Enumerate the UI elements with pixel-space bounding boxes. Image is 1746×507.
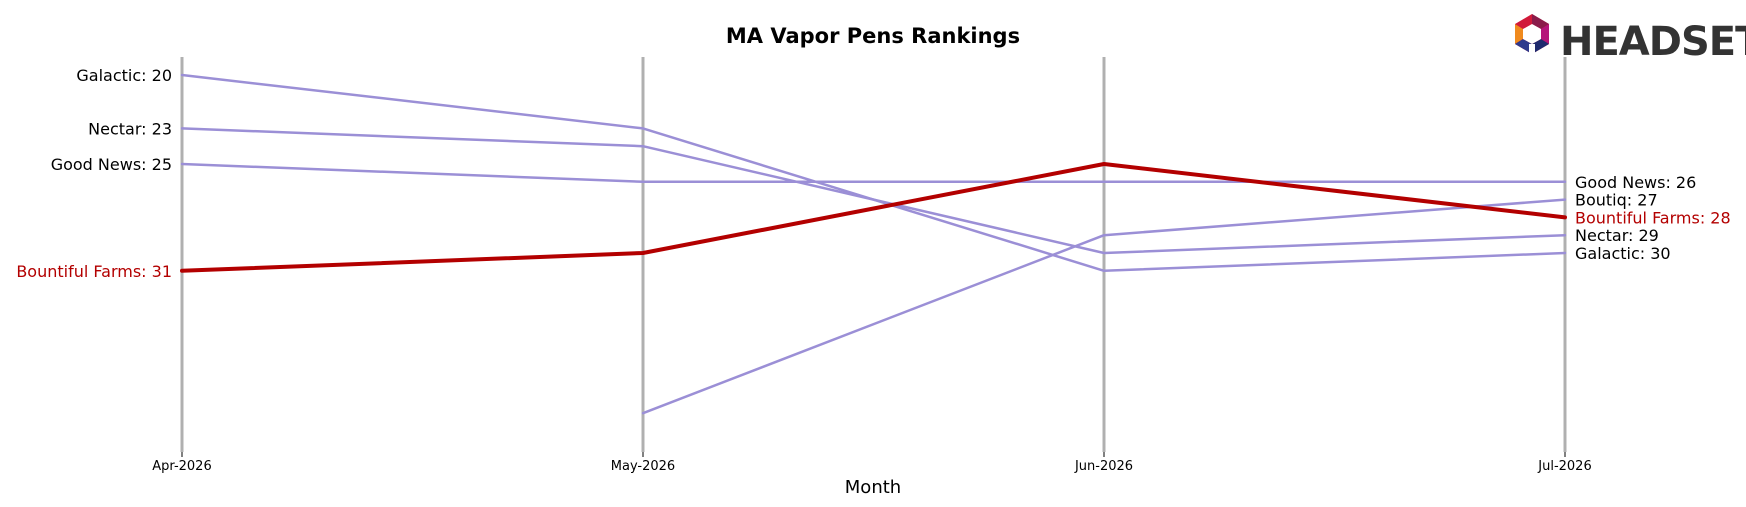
start-label-nectar: Nectar: 23 [88, 119, 172, 138]
series-labels: Galactic: 20 Nectar: 23 Good News: 25 Bount… [16, 66, 1730, 281]
headset-logo: HEADSET [1515, 14, 1746, 65]
series-line-good-news [180, 162, 1567, 184]
x-tick-label: Jun-2026 [1074, 459, 1133, 474]
series-line-nectar [180, 127, 1567, 255]
series-line-bountiful-farms [180, 162, 1567, 273]
x-tick-label: Apr-2026 [152, 459, 211, 474]
headset-logo-text: HEADSET [1560, 19, 1746, 65]
end-label-bountiful-farms: Bountiful Farms: 28 [1575, 208, 1731, 227]
series-line-boutiq [641, 198, 1567, 415]
chart-title: MA Vapor Pens Rankings [726, 24, 1020, 48]
month-axes [180, 57, 1567, 457]
series-lines [180, 73, 1567, 415]
x-tick-label: May-2026 [611, 459, 675, 474]
end-label-good-news: Good News: 26 [1575, 173, 1696, 192]
headset-hexagon-icon [1515, 14, 1549, 56]
x-axis-label: Month [845, 477, 901, 498]
x-tick-labels: Apr-2026 May-2026 Jun-2026 Jul-2026 [152, 459, 1591, 474]
x-tick-label: Jul-2026 [1537, 459, 1591, 474]
end-label-galactic: Galactic: 30 [1575, 244, 1671, 263]
end-label-nectar: Nectar: 29 [1575, 226, 1659, 245]
end-label-boutiq: Boutiq: 27 [1575, 191, 1658, 210]
start-label-galactic: Galactic: 20 [76, 66, 172, 85]
start-label-bountiful-farms: Bountiful Farms: 31 [16, 262, 172, 281]
start-label-good-news: Good News: 25 [51, 155, 172, 174]
